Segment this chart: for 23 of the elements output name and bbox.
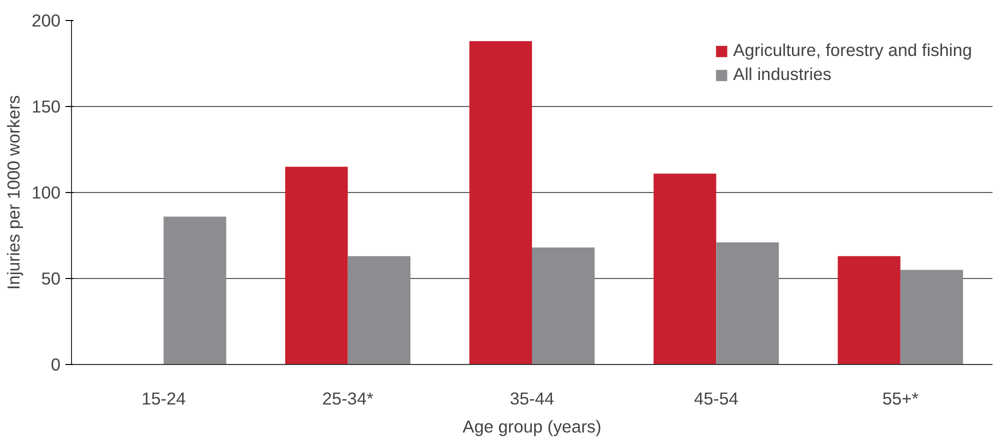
y-axis-title: Injuries per 1000 workers: [4, 94, 24, 290]
x-tick-label: 35-44: [510, 388, 555, 408]
x-tick-label: 15-24: [141, 388, 186, 408]
bar: [716, 242, 779, 364]
bar: [838, 256, 900, 364]
bar: [164, 216, 226, 364]
y-tick-label: 0: [50, 354, 61, 374]
x-tick-label: 55+*: [882, 388, 919, 408]
x-tick-label: 25-34*: [322, 388, 374, 408]
y-tick-label: 150: [32, 96, 61, 116]
bar: [654, 174, 716, 364]
y-tick-label: 200: [32, 10, 61, 30]
bar: [285, 166, 348, 364]
bar: [532, 248, 595, 364]
bar: [348, 256, 410, 364]
y-tick-label: 50: [41, 268, 61, 288]
legend-label: Agriculture, forestry and fishing: [733, 40, 972, 61]
x-tick-label: 45-54: [694, 388, 739, 408]
y-tick-label: 100: [32, 182, 61, 202]
legend-label: All industries: [733, 64, 832, 85]
x-axis-title: Age group (years): [462, 416, 602, 436]
bar: [469, 41, 532, 364]
bar: [900, 270, 964, 364]
